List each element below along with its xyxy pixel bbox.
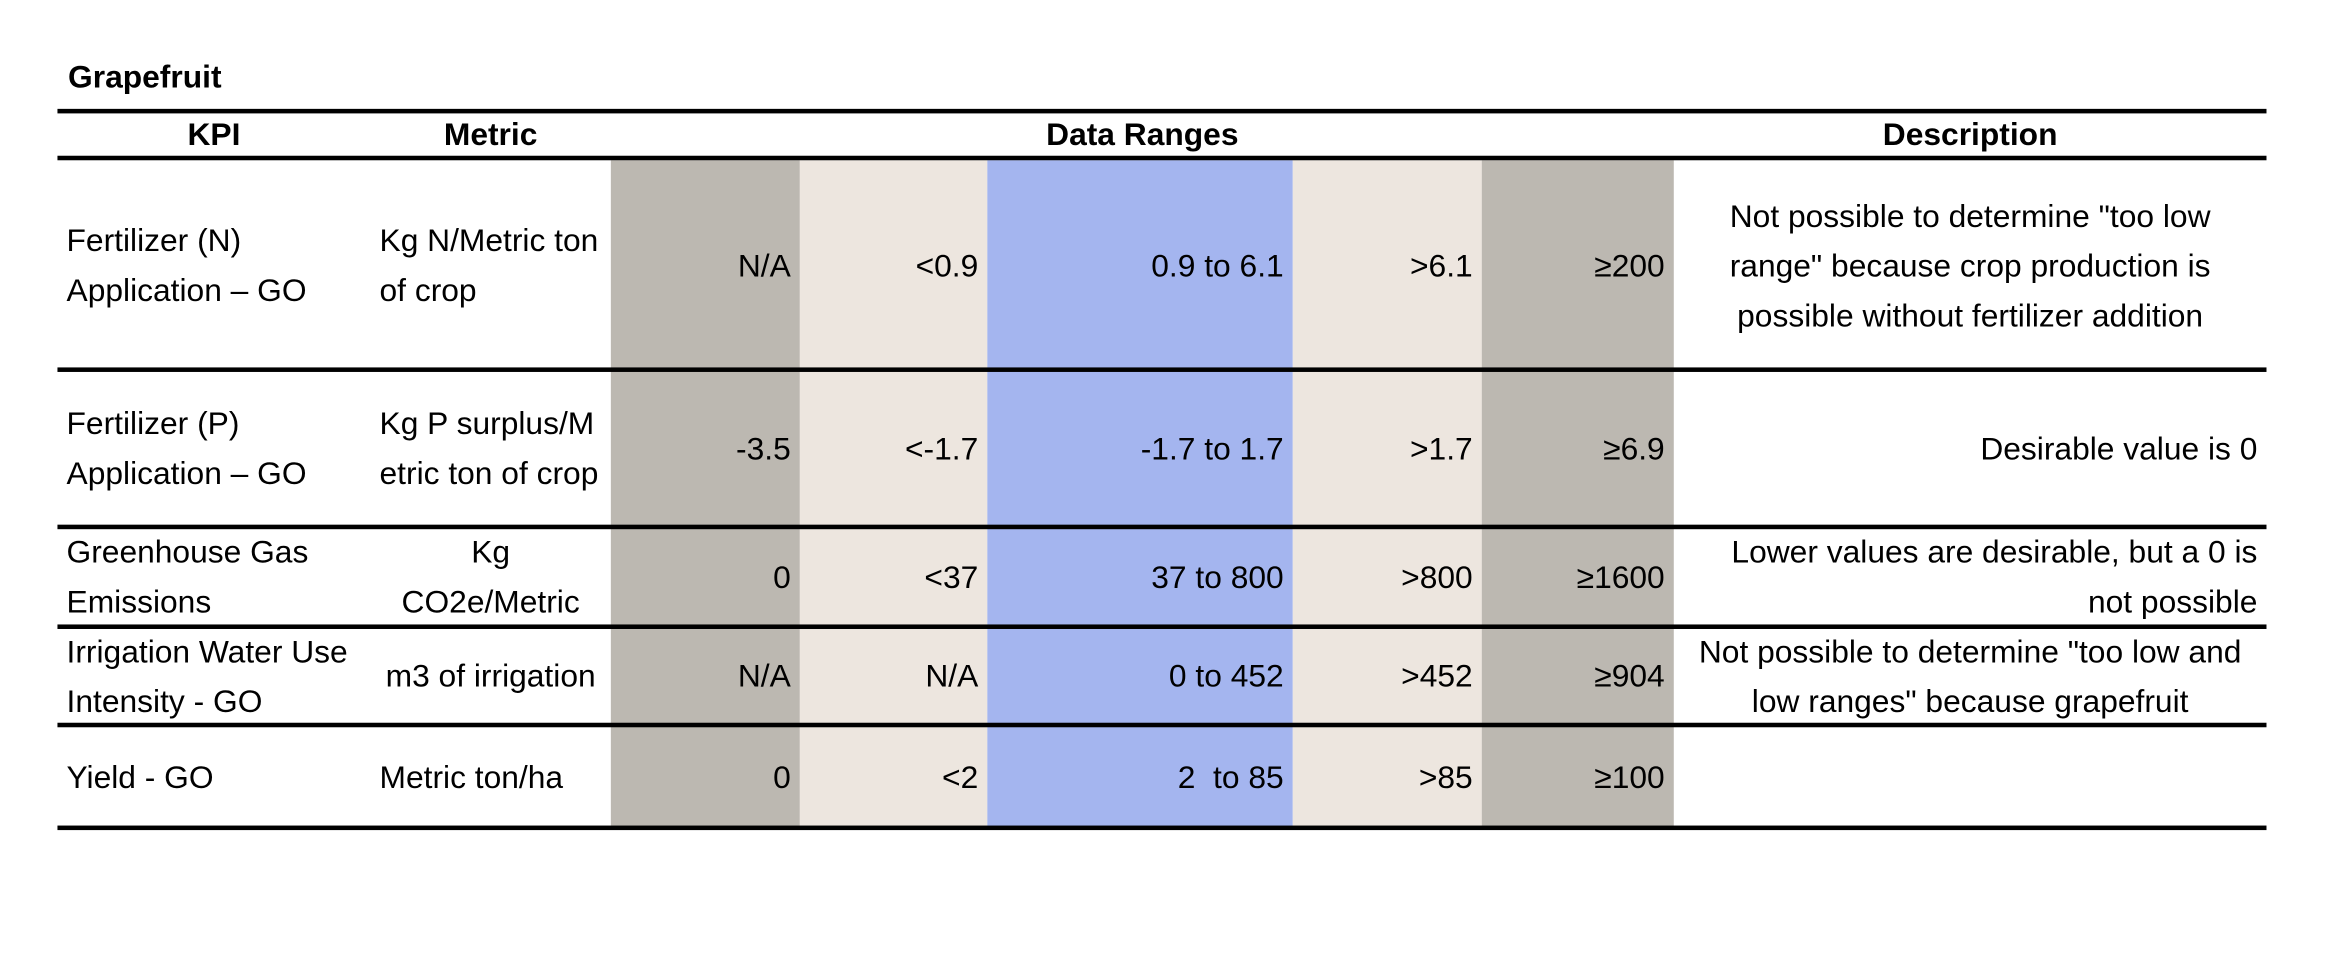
cell-text: Desirable value is 0 [1980,431,2258,467]
cell-text: 0 to 452 [1168,659,1284,695]
cell-text: Greenhouse Gas Emissions [66,535,318,620]
kpi-cell: Yield - GO [57,727,370,827]
range-cell: ≥6.9 [1482,372,1674,526]
range-column [1481,160,1674,828]
range-column [610,160,800,828]
rule-line [57,524,2267,530]
cell-text: <2 [942,759,979,795]
range-cell: -3.5 [611,372,800,526]
cell-text: 0.9 to 6.1 [1151,248,1284,284]
description-cell: Lower values are desirable, but a 0 is n… [1674,529,2267,626]
rule-line [57,108,2267,114]
metric-cell: m3 of irrigation [370,629,610,724]
metric-cell: Metric ton/ha [370,727,610,827]
range-column [1292,160,1482,828]
cell-text: Fertilizer (P) Application – GO [66,406,307,492]
cell-text: <37 [924,560,979,595]
range-cell: 37 to 800 [987,529,1292,626]
cell-text: Kg P surplus/Metric ton of crop [379,406,599,492]
range-cell: <2 [800,727,987,827]
cell-text: m3 of irrigation [385,659,596,695]
range-cell: 0 [611,529,800,626]
column-header: Description [1882,117,2058,153]
cell-text: Kg CO2e/Metric [401,535,580,620]
cell-text: Lower values are desirable, but a 0 is n… [1731,535,2267,620]
range-cell: >452 [1293,629,1482,724]
cell-text: ≥1600 [1576,560,1665,595]
cell-text: ≥200 [1594,248,1665,284]
cell-text: >6.1 [1409,248,1473,284]
cell-text: 2 to 85 [1177,759,1284,795]
cell-text: Not possible to determine "too low and l… [1698,634,2251,719]
cell-text: >800 [1401,560,1473,595]
cell-text: 0 [773,759,791,795]
cell-text: >452 [1401,659,1473,695]
table-title: Grapefruit [68,60,222,96]
range-cell: 2 to 85 [987,727,1292,827]
range-cell: >6.1 [1293,163,1482,369]
column-header: KPI [187,117,241,153]
cell-text: N/A [925,659,979,695]
cell-text: <0.9 [915,248,979,284]
description-cell: Not possible to determine "too low range… [1674,163,2267,369]
cell-text: Irrigation Water Use Intensity - GO [66,634,357,719]
metric-cell: Kg N/Metric ton of crop [370,163,610,369]
range-cell: >1.7 [1293,372,1482,526]
cell-text: -3.5 [736,431,791,467]
range-cell: 0 to 452 [987,629,1292,724]
cell-text: 0 [773,560,791,595]
cell-text: >1.7 [1409,431,1473,467]
cell-text: -1.7 to 1.7 [1140,431,1284,467]
rule-line [57,367,2267,372]
range-cell: N/A [611,629,800,724]
range-cell: ≥100 [1482,727,1674,827]
column-header: Data Ranges [1046,117,1239,153]
range-cell: 0 [611,727,800,827]
range-cell: <-1.7 [800,372,987,526]
range-cell: <37 [800,529,987,626]
rule-line [57,624,2267,629]
cell-text: Fertilizer (N) Application – GO [66,223,307,309]
rule-line [57,825,2267,831]
range-cell: -1.7 to 1.7 [987,372,1292,526]
range-cell: >85 [1293,727,1482,827]
range-cell: ≥1600 [1482,529,1674,626]
range-column [987,160,1293,828]
range-cell: <0.9 [800,163,987,369]
cell-text: Not possible to determine "too low range… [1729,198,2220,334]
range-cell: N/A [800,629,987,724]
cell-text: N/A [737,659,791,695]
cell-text: >85 [1418,759,1473,795]
metric-cell: Kg CO2e/Metric [370,529,610,626]
cell-text: ≥100 [1594,759,1665,795]
column-header: Metric [443,117,538,153]
kpi-cell: Fertilizer (P) Application – GO [57,372,370,526]
metric-cell: Kg P surplus/Metric ton of crop [370,372,610,526]
cell-text: Metric ton/ha [379,759,564,795]
cell-text: N/A [737,248,791,284]
range-cell: >800 [1293,529,1482,626]
range-cell: ≥200 [1482,163,1674,369]
range-cell: N/A [611,163,800,369]
kpi-cell: Greenhouse Gas Emissions [57,529,370,626]
cell-text: Yield - GO [66,759,214,795]
cell-text: ≥6.9 [1603,431,1665,467]
kpi-cell: Fertilizer (N) Application – GO [57,163,370,369]
cell-text: <-1.7 [905,431,979,467]
range-cell: ≥904 [1482,629,1674,724]
range-cell: 0.9 to 6.1 [987,163,1292,369]
description-cell: Desirable value is 0 [1674,372,2267,526]
cell-text: 37 to 800 [1151,560,1284,595]
description-cell: Not possible to determine "too low and l… [1674,629,2267,724]
rule-line [57,722,2267,728]
rule-line [57,155,2267,161]
cell-text: ≥904 [1594,659,1665,695]
range-column [799,160,988,828]
cell-text: Kg N/Metric ton of crop [379,223,608,309]
kpi-cell: Irrigation Water Use Intensity - GO [57,629,370,724]
